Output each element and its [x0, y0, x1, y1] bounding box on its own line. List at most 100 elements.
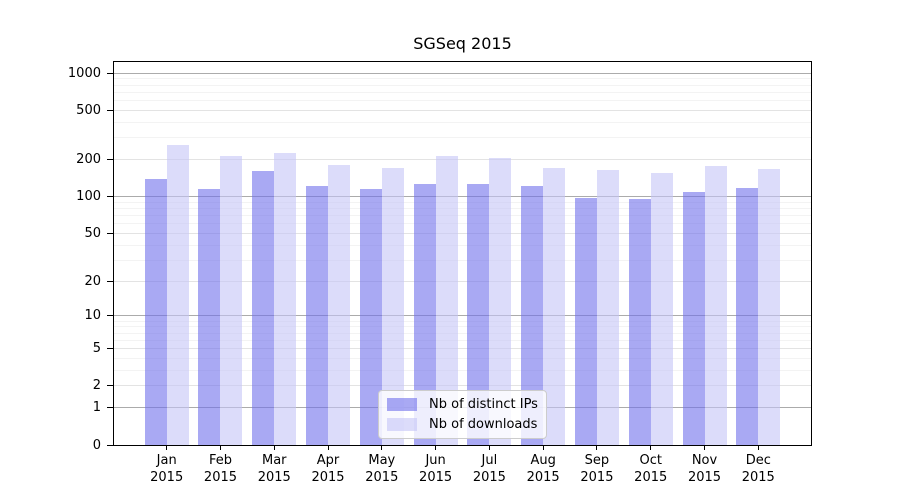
gridline-9 [114, 320, 811, 322]
y-tick-mark-200 [107, 159, 113, 161]
x-tick-mark-dec [757, 446, 759, 450]
x-tick-mark-jul [488, 446, 490, 450]
gridline-7 [114, 332, 811, 334]
bar-downloads-dec [758, 168, 781, 445]
y-tick-label-200: 200 [76, 152, 101, 168]
gridline-3 [114, 369, 811, 371]
y-tick-label-5: 5 [92, 341, 101, 357]
bar-distinct-ips-oct [628, 199, 651, 445]
legend-item-distinct-ips: Nb of distinct IPs [387, 397, 538, 412]
gridline-70 [114, 215, 811, 217]
x-tick-label-feb: Feb 2015 [203, 453, 238, 485]
y-tick-mark-100 [107, 196, 113, 198]
bar-downloads-feb [220, 155, 243, 445]
x-tick-mark-oct [650, 446, 652, 450]
y-tick-label-500: 500 [76, 103, 101, 119]
gridline-300 [114, 137, 811, 139]
plot-area: Nb of distinct IPs Nb of downloads [113, 61, 812, 446]
bar-distinct-ips-sep [574, 197, 597, 445]
x-tick-mark-jan [166, 446, 168, 450]
gridline-1000 [114, 72, 811, 74]
bar-downloads-nov [704, 165, 727, 445]
gridline-4 [114, 357, 811, 359]
legend-label-downloads: Nb of downloads [429, 417, 538, 432]
gridline-2 [114, 385, 811, 387]
bar-downloads-apr [328, 165, 351, 445]
gridline-8 [114, 326, 811, 328]
x-tick-mark-may [381, 446, 383, 450]
bar-downloads-jul [489, 157, 512, 445]
y-tick-mark-500 [107, 110, 113, 112]
y-tick-mark-1000 [107, 72, 113, 74]
bar-distinct-ips-jan [144, 179, 167, 445]
x-tick-mark-nov [704, 446, 705, 450]
x-tick-label-jul: Jul 2015 [472, 453, 506, 485]
x-tick-mark-apr [327, 446, 329, 450]
gridline-30 [114, 259, 811, 261]
bar-downloads-mar [274, 152, 297, 445]
legend-swatch-distinct-ips [387, 398, 417, 411]
gridline-10 [114, 315, 811, 317]
x-tick-label-nov: Nov 2015 [687, 453, 722, 485]
gridline-100 [114, 196, 811, 198]
y-tick-mark-20 [107, 280, 113, 282]
bar-distinct-ips-may [359, 188, 382, 445]
x-tick-label-oct: Oct 2015 [634, 453, 668, 485]
y-tick-mark-2 [107, 385, 113, 387]
bar-distinct-ips-feb [198, 189, 221, 445]
x-tick-mark-sep [596, 446, 598, 450]
gridline-200 [114, 159, 811, 161]
x-tick-label-mar: Mar 2015 [257, 453, 291, 485]
gridline-900 [114, 78, 811, 80]
gridline-60 [114, 223, 811, 225]
x-tick-label-sep: Sep 2015 [580, 453, 614, 485]
x-tick-label-dec: Dec 2015 [741, 453, 775, 485]
x-tick-label-jun: Jun 2015 [419, 453, 453, 485]
gridline-50 [114, 232, 811, 234]
bar-distinct-ips-dec [736, 188, 759, 445]
bar-downloads-jan [166, 145, 189, 445]
gridline-400 [114, 122, 811, 124]
bar-distinct-ips-apr [306, 185, 329, 445]
gridline-6 [114, 339, 811, 341]
chart-title: SGSeq 2015 [413, 34, 512, 53]
legend: Nb of distinct IPs Nb of downloads [378, 390, 547, 439]
gridline-40 [114, 244, 811, 246]
y-tick-mark-10 [107, 315, 113, 317]
bar-distinct-ips-nov [682, 192, 705, 445]
x-tick-label-may: May 2015 [365, 453, 399, 485]
y-tick-mark-1 [107, 407, 113, 409]
bar-downloads-oct [650, 172, 673, 445]
y-tick-label-1000: 1000 [67, 65, 101, 81]
y-tick-label-20: 20 [84, 273, 101, 289]
x-tick-mark-jun [435, 446, 437, 450]
gridline-5 [114, 348, 811, 350]
x-tick-mark-aug [542, 446, 544, 450]
gridline-600 [114, 100, 811, 102]
x-tick-mark-mar [273, 446, 275, 450]
gridline-20 [114, 280, 811, 282]
bar-downloads-may [381, 168, 404, 445]
gridline-500 [114, 110, 811, 112]
bar-distinct-ips-jun [413, 183, 436, 445]
y-tick-label-50: 50 [84, 225, 101, 241]
bar-distinct-ips-jul [467, 183, 490, 445]
y-tick-mark-0 [107, 444, 113, 446]
legend-swatch-downloads [387, 418, 417, 431]
y-tick-label-0: 0 [92, 437, 101, 453]
y-tick-mark-50 [107, 232, 113, 234]
legend-label-distinct-ips: Nb of distinct IPs [429, 397, 538, 412]
y-tick-label-100: 100 [76, 189, 101, 205]
y-tick-label-1: 1 [92, 400, 101, 416]
x-tick-mark-feb [219, 446, 221, 450]
legend-item-downloads: Nb of downloads [387, 417, 538, 432]
bar-distinct-ips-aug [521, 186, 544, 445]
bar-downloads-jun [435, 156, 458, 445]
bar-downloads-aug [543, 167, 566, 445]
gridline-700 [114, 91, 811, 93]
y-tick-label-2: 2 [92, 378, 101, 394]
gridline-800 [114, 84, 811, 86]
y-tick-label-10: 10 [84, 308, 101, 324]
bar-distinct-ips-mar [252, 170, 275, 445]
